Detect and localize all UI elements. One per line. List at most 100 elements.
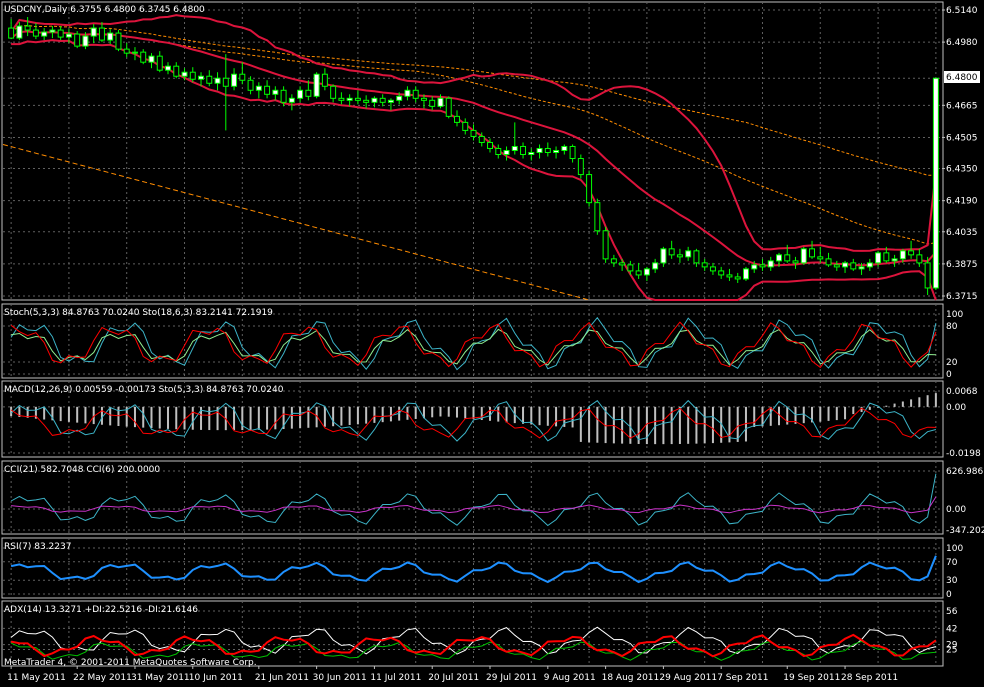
indicator-header: MACD(12,26,9) 0.00559 -0.00173 Sto(5,3,3… [4,385,284,395]
candle-body [90,27,97,37]
candle-body [272,89,279,95]
candle-body [742,268,749,280]
macd-bar [18,406,21,418]
macd-bar [365,406,368,424]
macd-bar [662,406,665,445]
candle-body [511,145,518,151]
candle-body [553,149,560,153]
price-tick-label: 6.4505 [946,133,978,143]
candle-body [140,51,147,63]
candle-body [833,264,840,268]
time-tick-label: 18 Aug 2011 [602,673,660,683]
candle-body [586,174,593,204]
macd-bar [811,406,814,423]
candle-body [396,95,403,101]
candle-body [701,262,708,268]
candle-body [437,97,444,107]
macd-bar [877,406,880,408]
candle-body [371,97,378,103]
macd-bar [753,406,756,427]
macd-bar [596,406,599,443]
macd-bar [604,406,607,444]
candle-body [577,158,584,176]
macd-bar [282,406,285,430]
candle-body [528,151,535,156]
macd-bar [422,406,425,419]
candle-body [594,202,601,232]
time-tick-label: 30 Jun 2011 [313,673,367,683]
macd-bar [389,406,392,422]
macd-bar [645,406,648,445]
macd-bar [621,406,624,444]
macd-bar [348,406,351,425]
candle-body [445,97,452,117]
candle-body [891,258,898,262]
macd-bar [852,406,855,415]
macd-bar [860,406,863,412]
candle-body [809,248,815,258]
indicator-axis-label: -347.2029 [946,526,984,536]
macd-bar [720,406,723,443]
macd-bar [290,406,293,429]
indicator-axis-label: 29 [946,641,958,651]
pane-frame [1,303,944,379]
candle-body [132,51,138,54]
candle-body [16,25,23,39]
candle-body [280,89,287,103]
candle-body [883,252,890,262]
macd-bar [934,393,937,407]
candle-body [858,266,865,270]
candle-body [189,71,196,80]
macd-bar [183,406,186,430]
macd-bar [439,406,442,417]
macd-bar [522,406,525,424]
macd-bar [571,406,574,428]
macd-bar [505,406,508,423]
candle-body [693,250,700,264]
candle-body [363,99,370,103]
indicator-axis-label: 56 [946,607,958,617]
candle-body [231,73,238,87]
candle-body [709,266,716,272]
candle-body [239,73,246,81]
candle-body [602,230,609,260]
macd-bar [266,406,269,430]
candle-body [842,262,849,268]
cci-slow-line [11,496,937,514]
price-axis: 6.5140 6.4980 6.4665 6.4505 6.4350 6.4190 6.40… [942,6,984,656]
macd-bar [76,406,79,423]
candle-body [264,85,271,95]
macd-bar [34,406,37,419]
macd-bar [579,406,582,442]
candle-body [346,97,353,101]
candlestick-series [8,17,939,295]
pane-frame [1,460,944,535]
macd-bar [629,406,632,444]
candle-body [561,145,568,151]
rsi-line [10,555,937,584]
macd-bar [92,406,95,425]
macd-bar [555,406,558,427]
macd-bar [323,406,326,427]
macd-bar [769,406,772,426]
macd-bar [472,406,475,420]
macd-bar [59,406,62,422]
indicator-axis-label: 0.00 [946,403,966,413]
time-tick-label: 11 Jul 2011 [370,673,421,683]
candle-body [536,147,543,153]
macd-bar [844,406,847,420]
indicator-axis-label: 0 [946,370,952,380]
indicator-header: CCI(21) 582.7048 CCI(6) 200.0000 [4,465,160,475]
candle-body [214,77,221,84]
indicator-header: RSI(7) 83.2237 [4,542,71,552]
macd-stoch-line [10,399,937,442]
time-tick-label: 10 Jun 2011 [189,673,243,683]
candle-body [107,32,114,41]
candle-body [660,248,667,264]
macd-bar [885,405,888,407]
candle-body [41,31,48,37]
candle-body [726,274,733,278]
macd-bar [414,406,417,419]
macd-bar [67,406,70,422]
